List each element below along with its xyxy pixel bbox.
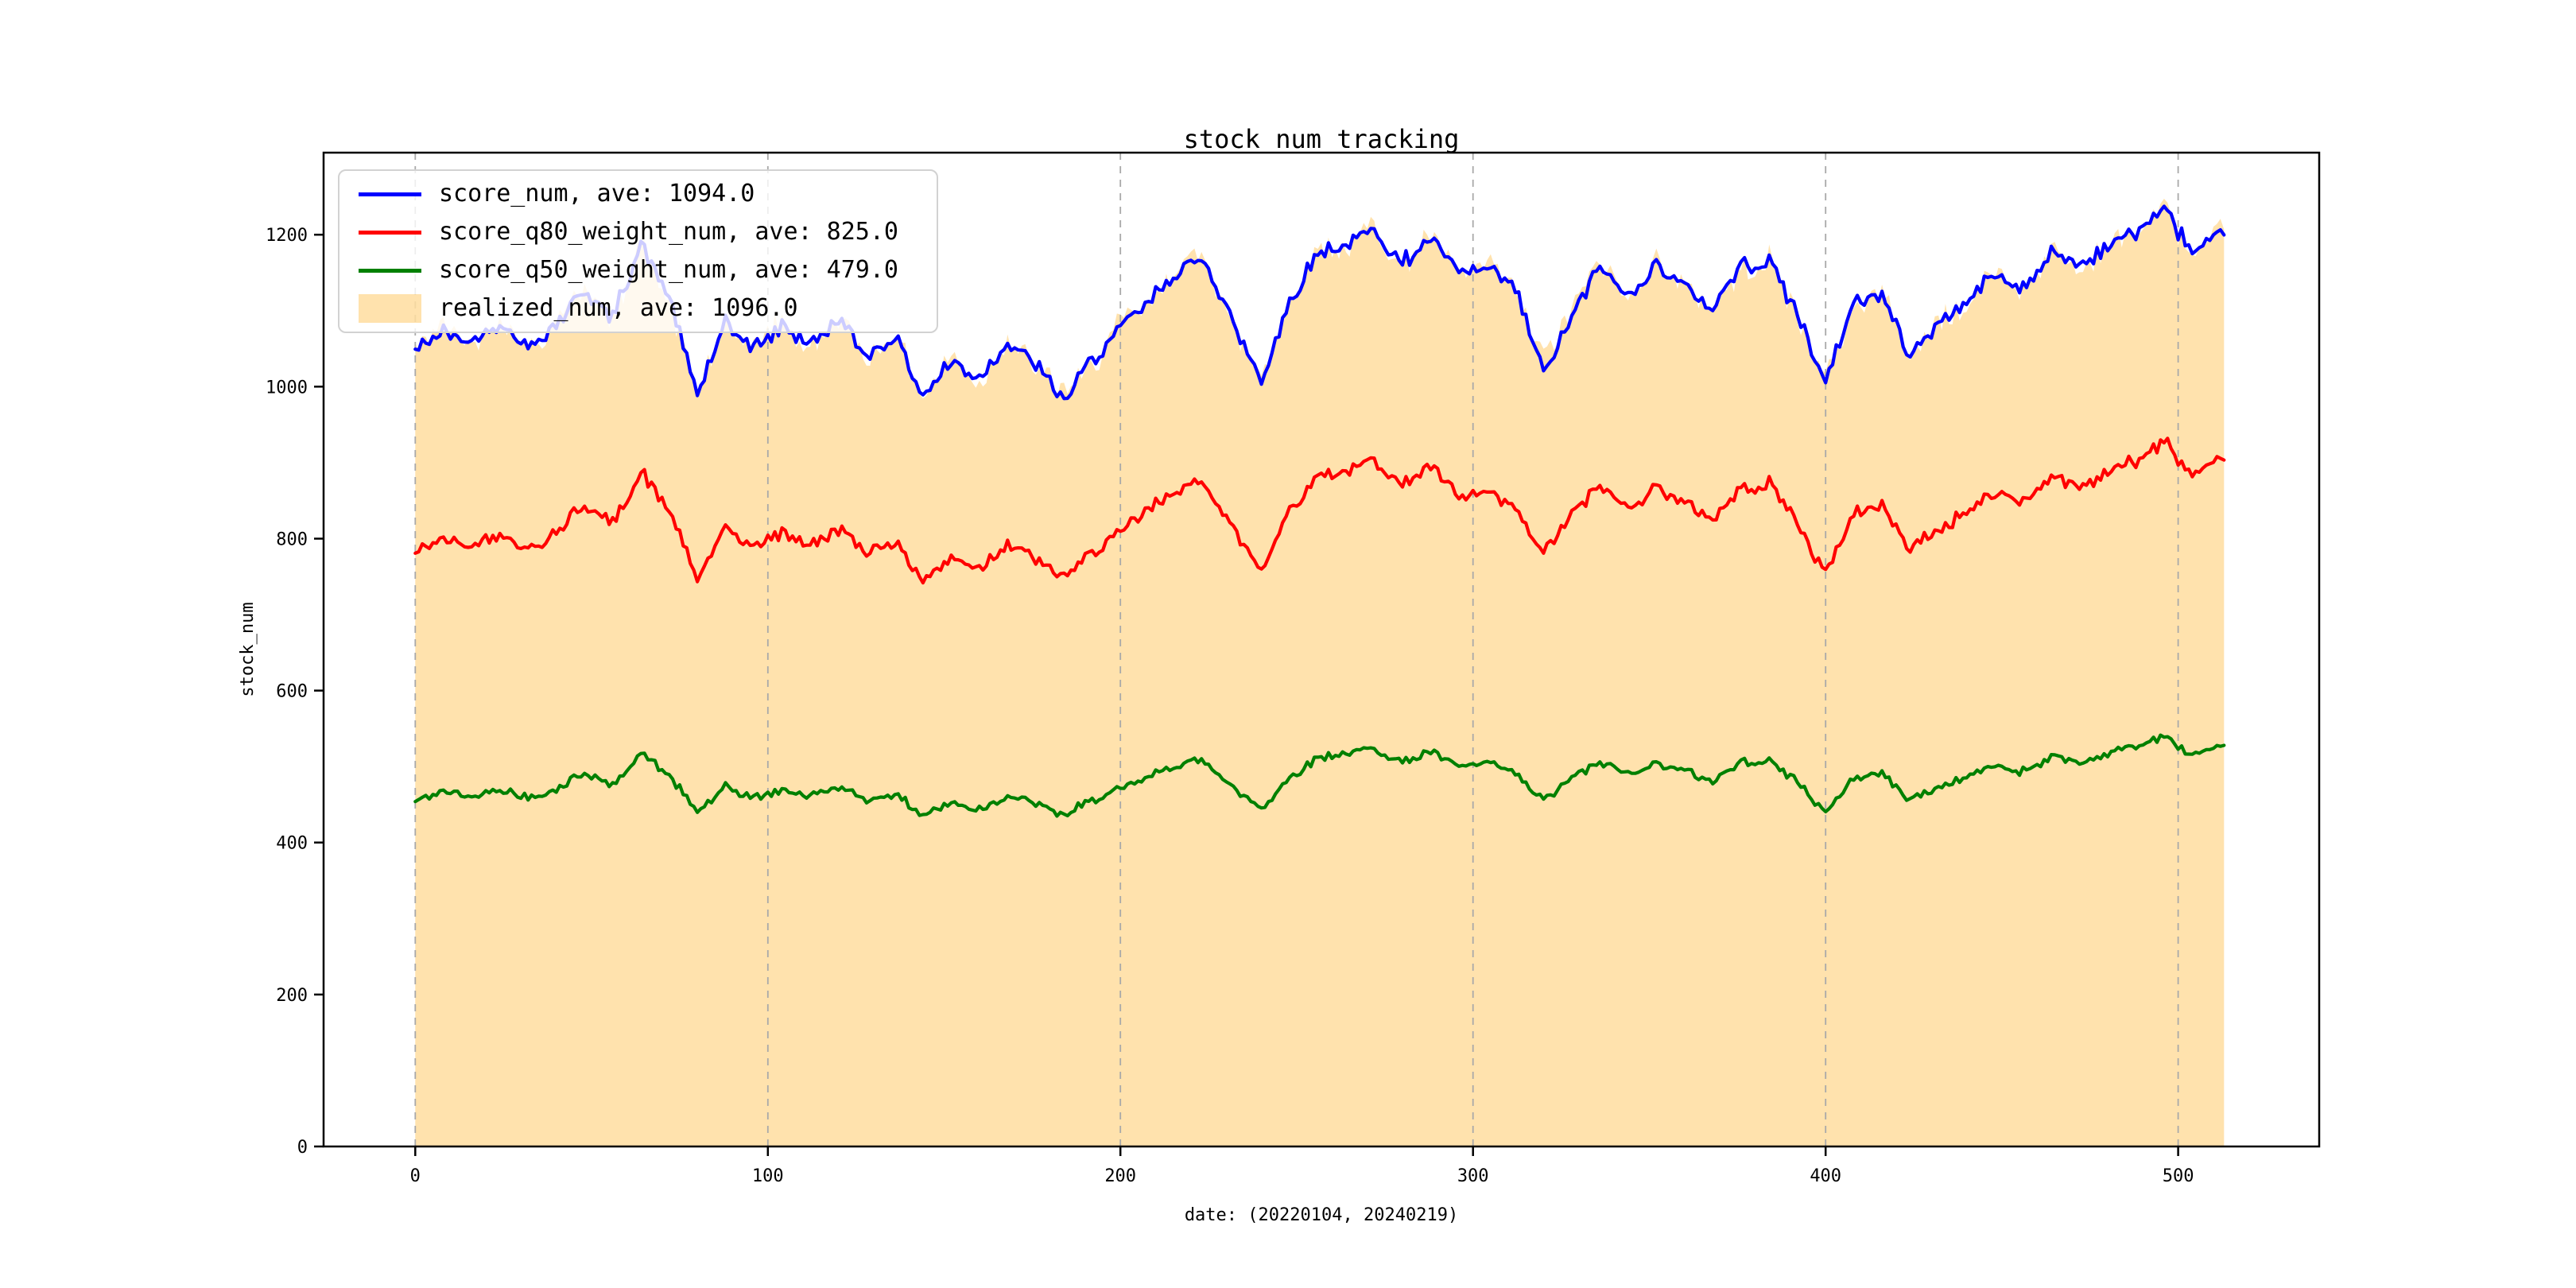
y-tick-label-200: 200 [276, 986, 308, 1006]
legend-item: score_q50_weight_num, ave: 479.0 [359, 252, 918, 289]
legend-item: realized_num, ave: 1096.0 [359, 290, 918, 327]
y-tick-label-1000: 1000 [266, 378, 308, 398]
series-line-score_q80_weight_num [413, 436, 2226, 585]
legend-line-swatch-blue [359, 192, 421, 196]
legend-item: score_q80_weight_num, ave: 825.0 [359, 214, 918, 250]
legend-line-swatch-green [359, 268, 421, 273]
axes-frame [322, 151, 2321, 1148]
y-tick-label-800: 800 [276, 530, 308, 550]
legend: score_num, ave: 1094.0 score_q80_weight_… [338, 169, 938, 333]
legend-item-label: score_q50_weight_num, ave: 479.0 [439, 256, 898, 284]
line-layer [413, 204, 2226, 818]
y-axis-label: stock_num [238, 602, 258, 696]
x-tick-label-0: 0 [410, 1166, 421, 1186]
legend-item-label: score_num, ave: 1094.0 [439, 180, 755, 208]
x-tick-label-300: 300 [1457, 1166, 1489, 1186]
series-area-realized_num [415, 198, 2225, 1146]
legend-item-label: realized_num, ave: 1096.0 [439, 294, 798, 322]
axis-layer: 0 100 200 300 400 500 0 200 400 600 800 1000 1200 [266, 151, 2321, 1186]
y-tick-label-1200: 1200 [266, 226, 308, 246]
legend-item: score_num, ave: 1094.0 [359, 176, 918, 212]
x-tick-label-100: 100 [752, 1166, 784, 1186]
legend-item-label: score_q80_weight_num, ave: 825.0 [439, 218, 898, 246]
legend-line-swatch-red [359, 230, 421, 235]
x-tick-label-400: 400 [1810, 1166, 1841, 1186]
series-line-score_q50_weight_num [413, 733, 2226, 818]
chart-title: stock num tracking [1184, 124, 1460, 154]
series-line-score_num [413, 204, 2226, 401]
y-tick-label-600: 600 [276, 682, 308, 702]
x-axis-label: date: (20220104, 20240219) [1185, 1205, 1458, 1225]
legend-area-swatch-orange [359, 294, 421, 323]
area-layer [415, 198, 2225, 1146]
y-tick-label-0: 0 [297, 1138, 308, 1158]
x-tick-label-500: 500 [2163, 1166, 2194, 1186]
x-tick-label-200: 200 [1104, 1166, 1136, 1186]
y-tick-label-400: 400 [276, 834, 308, 854]
